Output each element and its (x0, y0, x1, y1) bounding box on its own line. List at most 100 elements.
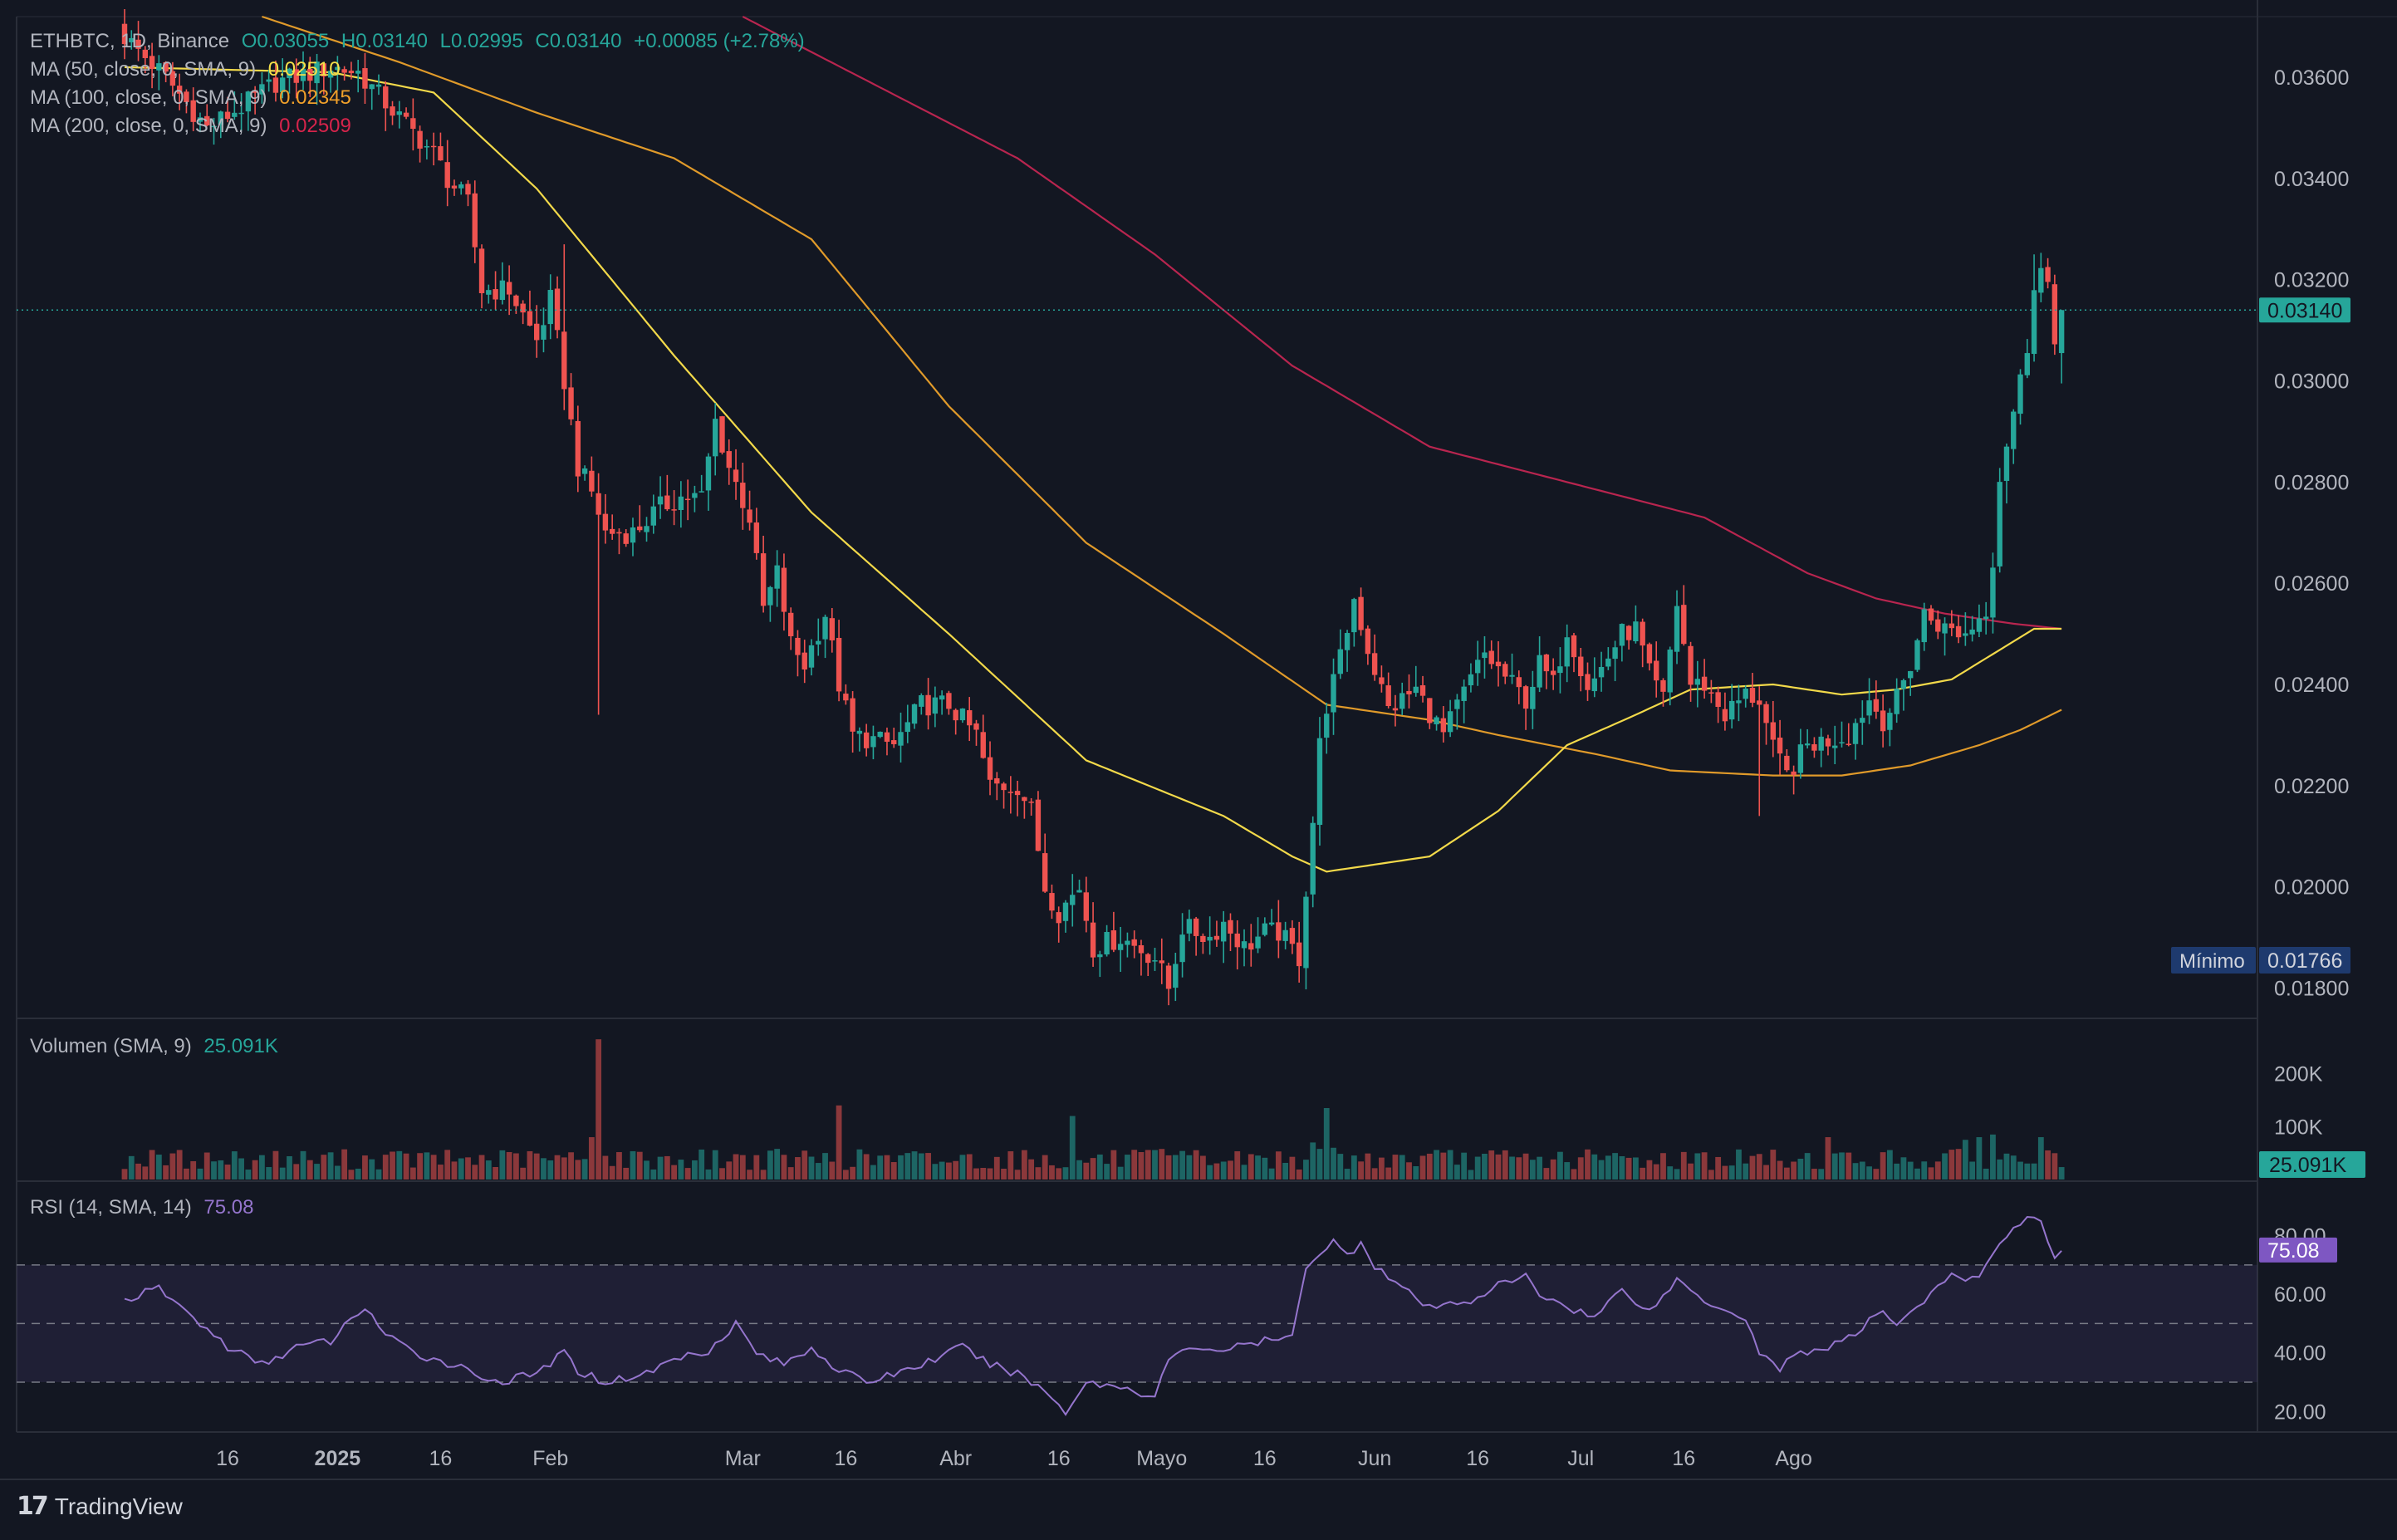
volume-bar (1001, 1168, 1007, 1180)
rsi-tick-label: 60.00 (2274, 1283, 2326, 1307)
candle-body (733, 469, 739, 483)
volume-bar (1619, 1156, 1625, 1180)
candle-body (1530, 686, 1536, 709)
volume-bar (424, 1152, 430, 1180)
time-tick-label: Mar (725, 1447, 761, 1470)
candle-body (1324, 714, 1330, 738)
volume-bar (753, 1155, 760, 1180)
candle-body (1955, 625, 1962, 638)
volume-bar (1846, 1152, 1852, 1180)
candle-body (1694, 679, 1701, 685)
rsi-legend[interactable]: RSI (14, SMA, 14) 75.08 (30, 1196, 260, 1219)
price-tick-label: 0.03000 (2274, 370, 2349, 394)
volume-bar (287, 1155, 292, 1180)
candle-body (877, 731, 883, 738)
candle-body (1495, 661, 1502, 667)
volume-bar (1701, 1152, 1708, 1180)
candle-body (1743, 688, 1748, 699)
min-value-badge (2259, 947, 2350, 974)
volume-bar (918, 1153, 924, 1180)
candle-body (197, 117, 203, 122)
candle-body (616, 532, 622, 534)
candle-body (1234, 933, 1240, 948)
ma50-legend[interactable]: MA (50, close, 0, SMA, 9) 0.02510 (30, 58, 347, 81)
candle-body (1303, 896, 1309, 969)
candle-body (163, 61, 169, 72)
candle-body (1757, 700, 1762, 705)
ma200-legend[interactable]: MA (200, close, 0, SMA, 9) 0.02509 (30, 115, 358, 138)
candle-body (1646, 644, 1653, 664)
candle-body (664, 495, 670, 510)
tradingview-logo[interactable]: 17 TradingView (17, 1492, 183, 1521)
volume-bar (932, 1164, 939, 1180)
volume-bar (1715, 1156, 1722, 1180)
price-chart[interactable]: 0.03600 0.03400 0.03200 0.03000 0.02800 0.026… (0, 0, 2397, 1479)
candle-body (1392, 708, 1399, 711)
volume-bar (1942, 1153, 1948, 1180)
volume-bar (684, 1168, 691, 1180)
volume-bar (739, 1155, 746, 1180)
volume-label: Volumen (SMA, 9) (30, 1035, 192, 1057)
candle-body (623, 533, 629, 544)
volume-bar (1035, 1167, 1042, 1180)
candle-body (1522, 686, 1529, 709)
volume-bar (1680, 1151, 1687, 1180)
candle-body (561, 331, 567, 390)
time-tick-label: Mayo (1136, 1447, 1187, 1470)
volume-bar (1948, 1150, 1955, 1180)
candle-body (1131, 939, 1137, 946)
candle-body (568, 387, 574, 419)
candle-body (1736, 700, 1742, 704)
volume-bar (1434, 1150, 1439, 1180)
candle-body (1942, 623, 1948, 634)
candle-body (245, 91, 252, 112)
candle-body (1543, 654, 1550, 672)
volume-bar (911, 1151, 918, 1180)
candle-body (280, 77, 286, 93)
volume-bar (1042, 1155, 1048, 1180)
candle-body (1193, 918, 1199, 936)
candle-body (444, 162, 450, 189)
candle-body (554, 288, 561, 331)
volume-bar (2037, 1137, 2044, 1180)
volume-bar (1234, 1151, 1241, 1180)
candle-body (1104, 932, 1110, 955)
candle-body (1633, 621, 1639, 641)
candle-body (836, 637, 842, 692)
volume-bar (506, 1151, 512, 1180)
volume-bar (856, 1149, 863, 1180)
candle-body (1014, 791, 1021, 796)
candle-body (1777, 737, 1783, 754)
symbol-label[interactable]: ETHBTC, 1D, Binance (30, 30, 230, 52)
volume-bar (842, 1170, 849, 1180)
candle-body (1900, 679, 1907, 689)
volume-bar (877, 1155, 884, 1180)
candle-body (327, 71, 334, 78)
ohlc-change: +0.00085 (+2.78%) (634, 30, 805, 52)
volume-bar (890, 1162, 897, 1180)
volume-bar (1110, 1150, 1117, 1180)
candle-body (403, 112, 409, 117)
candle-body (1804, 743, 1811, 746)
volume-bar (1096, 1154, 1103, 1180)
candle-body (1860, 718, 1865, 723)
volume-bar (1804, 1153, 1811, 1180)
candle-body (795, 637, 801, 655)
volume-bar (1186, 1155, 1193, 1180)
candle-body (1969, 629, 1975, 635)
candle-body (1894, 689, 1899, 714)
candle-body (2045, 267, 2051, 282)
ma100-legend[interactable]: MA (100, close, 0, SMA, 9) 0.02345 (30, 86, 358, 110)
volume-bar (678, 1160, 684, 1180)
time-tick-label: 16 (1047, 1447, 1071, 1470)
rsi-last-badge (2259, 1237, 2337, 1263)
candle-body (953, 709, 958, 721)
rsi-line (124, 1215, 2062, 1416)
volume-last-badge (2259, 1151, 2365, 1178)
candle-body (520, 303, 526, 313)
candle-body (1282, 929, 1288, 941)
candle-body (630, 527, 636, 543)
price-tick-label: 0.03400 (2274, 168, 2349, 191)
volume-legend[interactable]: Volumen (SMA, 9) 25.091K (30, 1035, 285, 1058)
candle-body (925, 694, 931, 716)
